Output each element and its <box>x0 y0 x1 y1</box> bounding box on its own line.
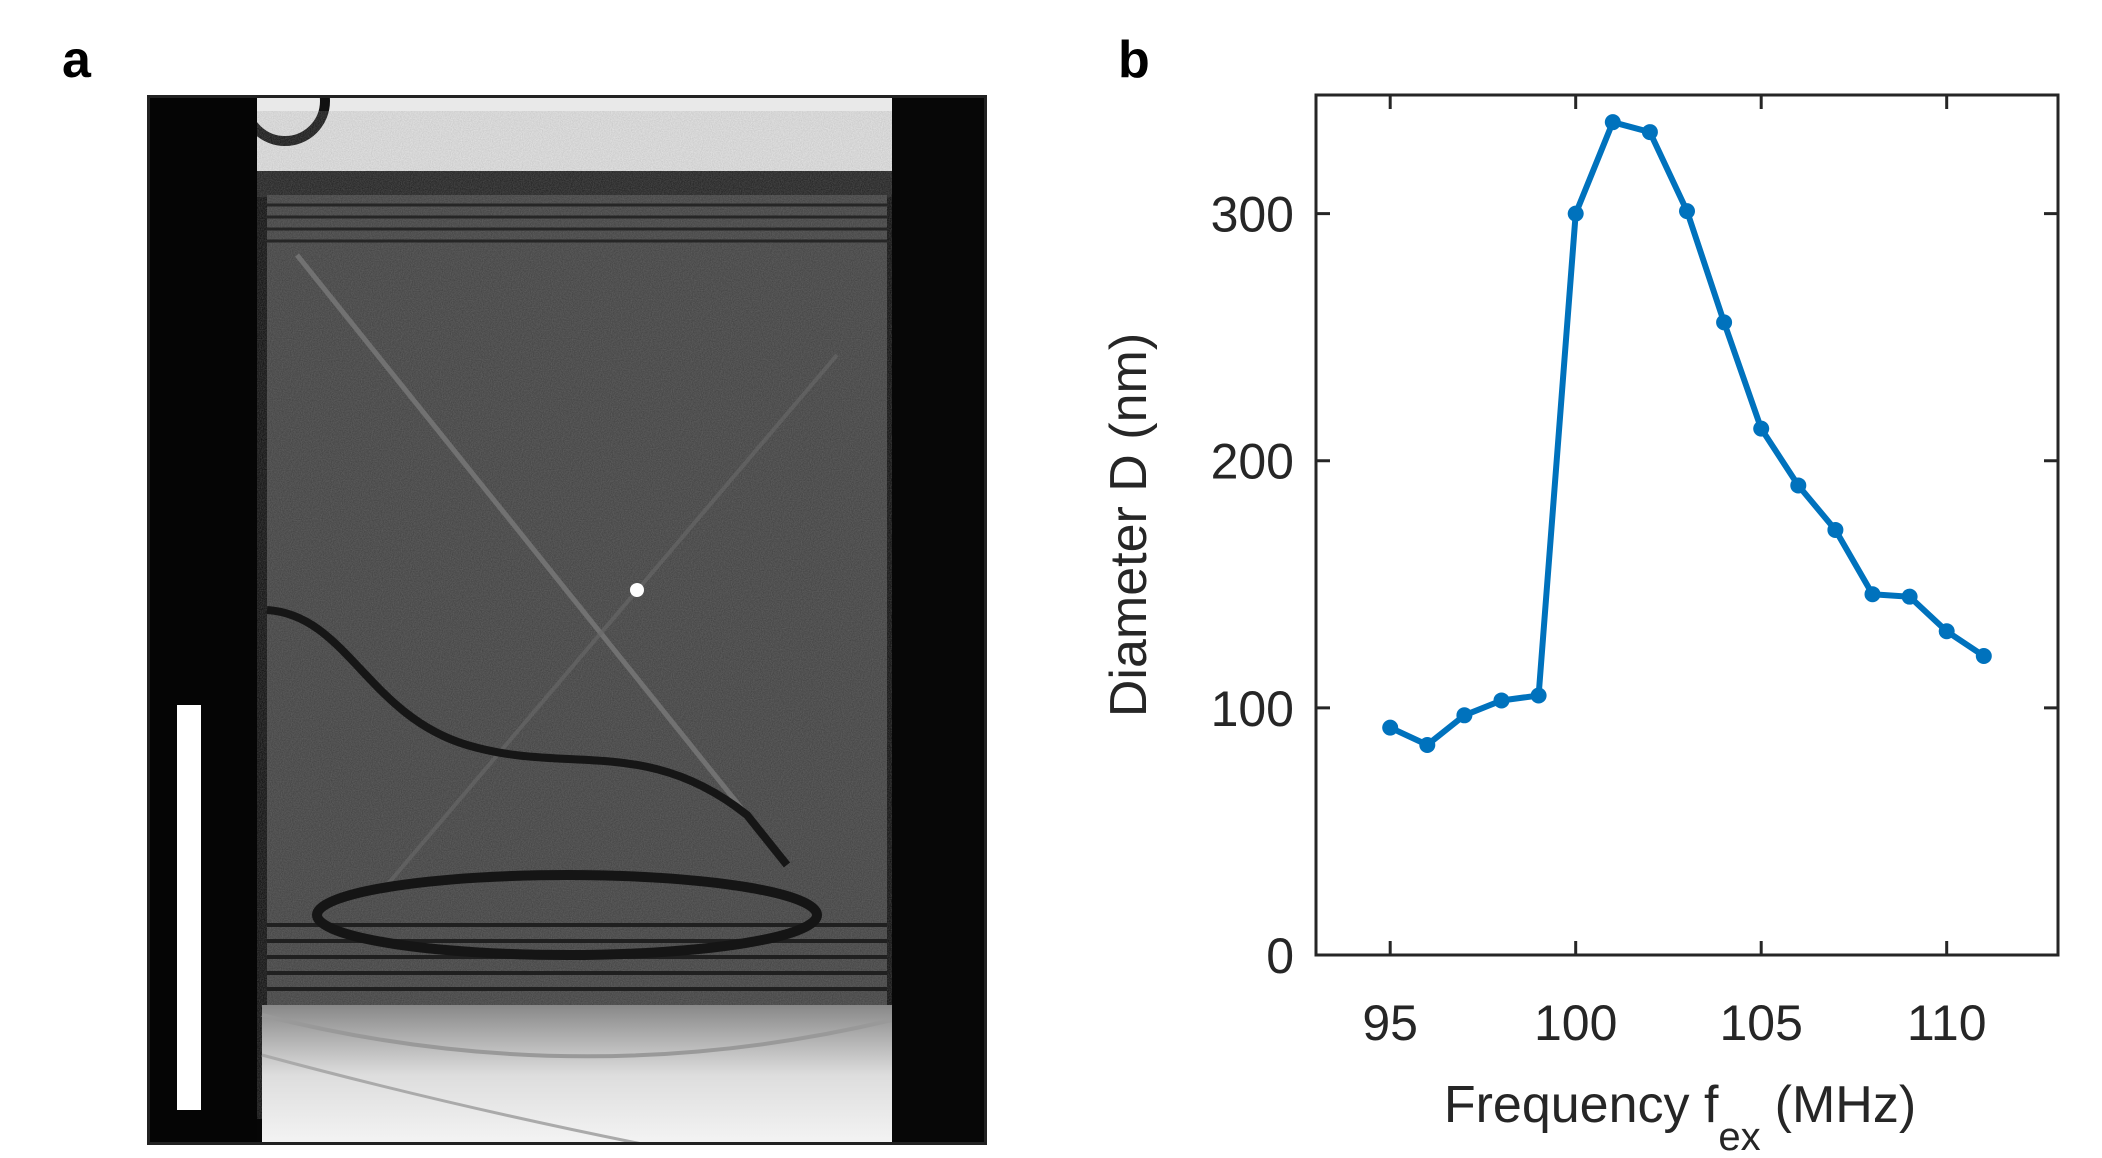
data-point <box>1567 205 1584 222</box>
x-tick-label: 100 <box>1534 995 1617 1051</box>
data-point <box>1419 736 1436 753</box>
x-axis-ticks: 95 100 105 110 <box>1362 95 1987 1051</box>
x-axis-title-main: Frequency f <box>1444 1076 1719 1134</box>
data-point <box>1790 477 1807 494</box>
data-point <box>1938 623 1955 640</box>
data-point <box>1493 692 1510 709</box>
x-axis-title-sub: ex <box>1718 1115 1760 1158</box>
panel-label-b: b <box>1118 31 1150 89</box>
data-point <box>1975 647 1992 664</box>
y-tick-label: 100 <box>1211 681 1294 737</box>
x-axis-title: Frequency fex (MHz) <box>1444 1076 1916 1158</box>
y-tick-label: 0 <box>1266 928 1294 984</box>
panel-label-a: a <box>62 31 91 89</box>
y-tick-label: 200 <box>1211 434 1294 490</box>
data-point <box>1753 420 1770 437</box>
plot-axes-box <box>1314 93 2060 957</box>
y-axis-title: Diameter D (nm) <box>1100 333 1158 717</box>
data-point <box>1679 203 1695 220</box>
data-point <box>1456 707 1473 724</box>
data-point <box>1382 719 1399 736</box>
microscope-image <box>147 95 987 1145</box>
x-tick-label: 110 <box>1907 995 1987 1051</box>
data-point <box>1716 314 1733 331</box>
x-tick-label: 105 <box>1719 995 1802 1051</box>
data-point <box>1530 687 1547 704</box>
data-point <box>1901 588 1918 605</box>
data-point <box>1827 521 1844 538</box>
y-tick-label: 300 <box>1211 187 1294 243</box>
x-tick-label: 95 <box>1362 995 1418 1051</box>
series-points <box>1382 114 1992 753</box>
data-point <box>1864 586 1881 603</box>
data-point <box>1641 124 1658 141</box>
x-axis-title-unit: (MHz) <box>1775 1076 1917 1134</box>
data-point <box>1604 114 1621 131</box>
y-axis-ticks: 0 100 200 300 <box>1211 187 2058 984</box>
scale-bar-icon <box>177 705 201 1110</box>
